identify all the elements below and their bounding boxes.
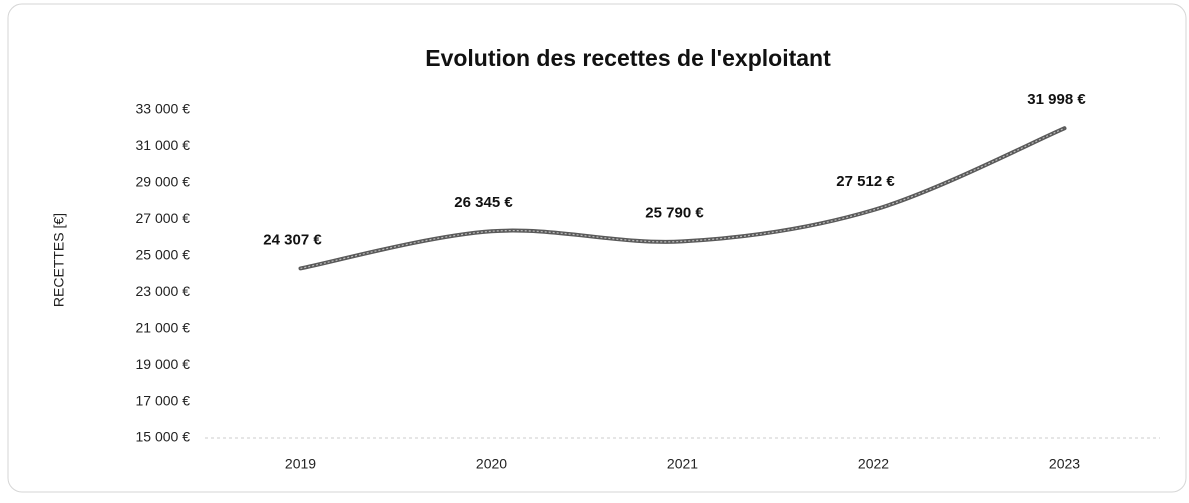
x-tick-label: 2019	[285, 456, 316, 472]
line	[298, 126, 1067, 271]
chart-frame	[7, 3, 1187, 493]
data-label: 26 345 €	[454, 194, 513, 211]
y-tick-label: 15 000 €	[136, 429, 191, 445]
data-label: 31 998 €	[1027, 91, 1086, 108]
chart-title: Evolution des recettes de l'exploitant	[425, 45, 831, 71]
y-tick-label: 27 000 €	[136, 210, 191, 226]
y-tick-label: 21 000 €	[136, 319, 191, 335]
y-tick-label: 19 000 €	[136, 356, 191, 372]
y-tick-label: 25 000 €	[136, 246, 191, 262]
y-tick-label: 31 000 €	[136, 137, 191, 153]
line-texture	[300, 127, 1065, 269]
y-axis-label: RECETTES [€]	[51, 213, 67, 307]
data-label: 24 307 €	[263, 231, 322, 248]
x-tick-label: 2020	[476, 456, 507, 472]
x-tick-label: 2023	[1049, 456, 1080, 472]
data-label: 25 790 €	[645, 204, 704, 221]
y-tick-label: 17 000 €	[136, 392, 191, 408]
data-label: 27 512 €	[836, 173, 895, 190]
x-tick-label: 2021	[667, 456, 698, 472]
y-tick-label: 33 000 €	[136, 101, 191, 117]
y-tick-label: 23 000 €	[136, 283, 191, 299]
x-tick-label: 2022	[858, 456, 889, 472]
y-tick-label: 29 000 €	[136, 174, 191, 190]
